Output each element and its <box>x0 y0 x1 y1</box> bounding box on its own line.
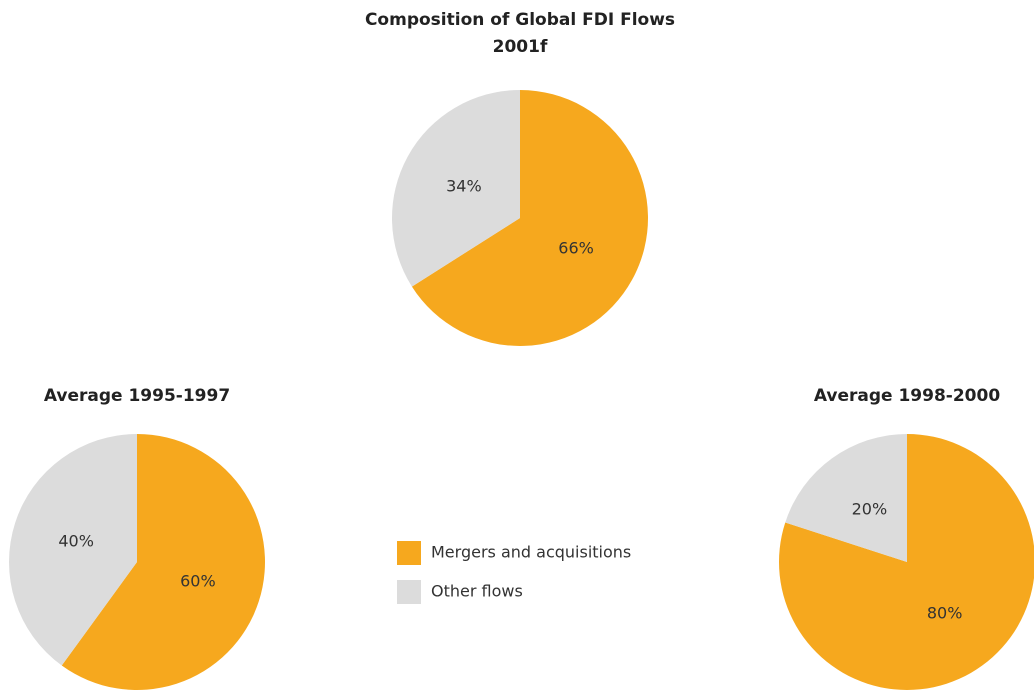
pie-slice <box>392 90 520 287</box>
chart-title: Average 1995-1997 <box>44 386 230 406</box>
chart-title: Average 1998-2000 <box>814 386 1000 406</box>
data-label: 40% <box>58 532 94 551</box>
data-label: 34% <box>446 177 482 196</box>
data-label: 66% <box>558 238 594 257</box>
legend-label: Other flows <box>431 582 523 601</box>
pie-slice <box>61 434 265 691</box>
legend-swatch <box>397 580 421 604</box>
pie-slice <box>8 434 138 666</box>
chart-title: Composition of Global FDI Flows <box>365 10 675 30</box>
pie-slice <box>411 90 648 347</box>
legend-label: Mergers and acquisitions <box>431 543 631 562</box>
legend-swatch <box>397 541 421 565</box>
data-label: 60% <box>180 571 216 590</box>
data-label: 20% <box>852 500 888 519</box>
pie-slice <box>785 434 907 562</box>
pie-slice <box>779 434 1034 690</box>
data-label: 80% <box>927 603 963 622</box>
chart-subtitle: 2001f <box>493 37 548 57</box>
